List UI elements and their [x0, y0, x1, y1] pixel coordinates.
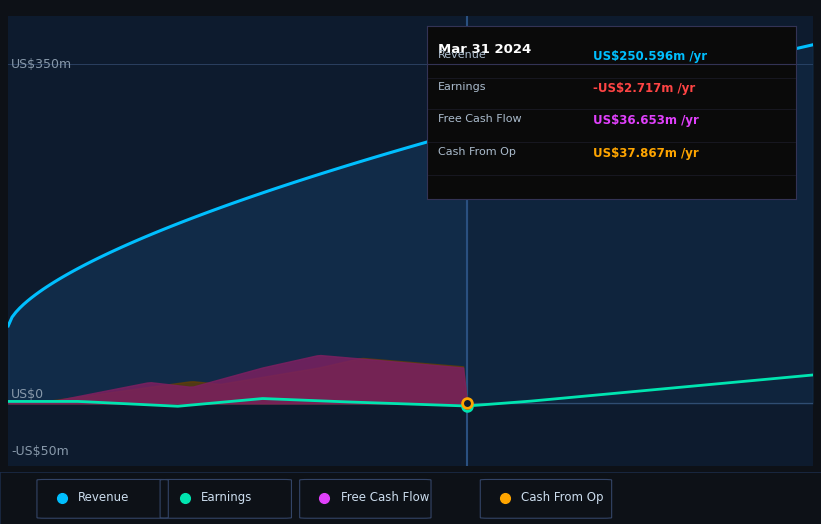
Text: Revenue: Revenue [438, 50, 487, 60]
Text: US$36.653m /yr: US$36.653m /yr [594, 114, 699, 127]
Text: US$250.596m /yr: US$250.596m /yr [594, 50, 708, 63]
Text: Cash From Op: Cash From Op [438, 147, 516, 157]
Text: -US$50m: -US$50m [11, 445, 69, 458]
Text: Earnings: Earnings [201, 492, 253, 504]
Text: Mar 31 2024: Mar 31 2024 [438, 43, 531, 57]
Text: Analysts Forecasts: Analysts Forecasts [474, 40, 590, 53]
Text: -US$2.717m /yr: -US$2.717m /yr [594, 82, 695, 94]
Text: Earnings: Earnings [438, 82, 487, 92]
Text: US$37.867m /yr: US$37.867m /yr [594, 147, 699, 160]
Text: US$350m: US$350m [11, 58, 72, 71]
Text: US$0: US$0 [11, 388, 44, 401]
Text: Revenue: Revenue [78, 492, 130, 504]
Text: Free Cash Flow: Free Cash Flow [438, 114, 521, 124]
Text: Past: Past [433, 40, 460, 53]
Text: Free Cash Flow: Free Cash Flow [341, 492, 429, 504]
Text: Cash From Op: Cash From Op [521, 492, 603, 504]
